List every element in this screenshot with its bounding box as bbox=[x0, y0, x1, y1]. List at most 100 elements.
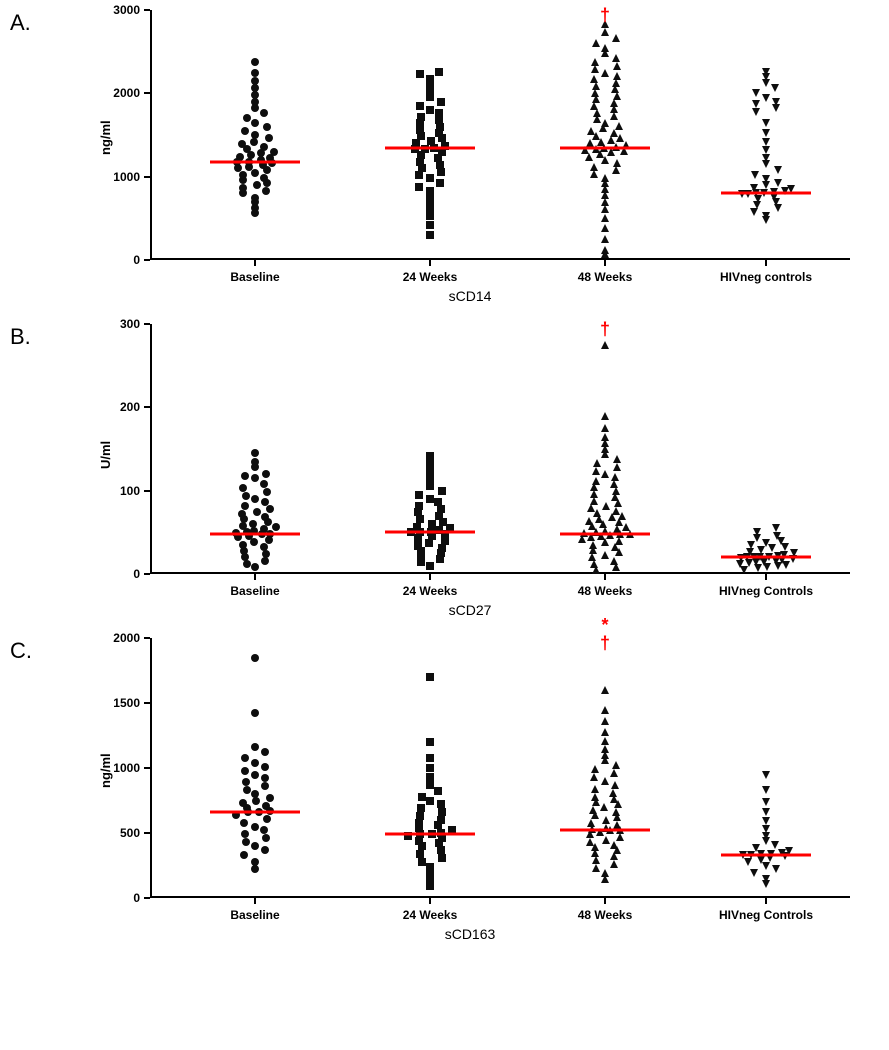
median-line bbox=[385, 147, 475, 150]
median-line bbox=[721, 556, 811, 559]
data-point bbox=[601, 745, 609, 753]
data-point bbox=[762, 798, 770, 806]
x-tick-label: HIVneg controls bbox=[720, 270, 812, 284]
data-point bbox=[610, 860, 618, 868]
y-tick-label: 0 bbox=[90, 253, 140, 267]
data-point bbox=[435, 68, 443, 76]
data-point bbox=[426, 797, 434, 805]
data-point bbox=[426, 764, 434, 772]
y-tick-label: 1500 bbox=[90, 696, 140, 710]
data-point bbox=[261, 846, 269, 854]
data-point bbox=[588, 553, 596, 561]
data-point bbox=[601, 433, 609, 441]
data-point bbox=[601, 174, 609, 182]
x-tick bbox=[254, 574, 256, 580]
data-point bbox=[590, 773, 598, 781]
data-point bbox=[762, 119, 770, 127]
data-point bbox=[426, 738, 434, 746]
data-point bbox=[260, 174, 268, 182]
data-point bbox=[260, 109, 268, 117]
data-point bbox=[587, 819, 595, 827]
x-tick-label: 24 Weeks bbox=[403, 584, 458, 598]
data-point bbox=[415, 183, 423, 191]
data-point bbox=[436, 179, 444, 187]
data-point bbox=[261, 763, 269, 771]
data-point bbox=[414, 542, 422, 550]
panel-A: A.0100020003000ng/mlBaseline24 Weeks48 W… bbox=[10, 10, 879, 304]
y-tick bbox=[144, 573, 150, 575]
panel-letter: C. bbox=[10, 638, 32, 664]
data-point bbox=[251, 449, 259, 457]
data-point bbox=[762, 154, 770, 162]
data-point bbox=[261, 498, 269, 506]
data-point bbox=[261, 748, 269, 756]
data-point bbox=[272, 523, 280, 531]
data-point bbox=[612, 54, 620, 62]
data-point bbox=[601, 737, 609, 745]
x-axis-label: sCD14 bbox=[90, 288, 850, 304]
data-point bbox=[586, 838, 594, 846]
data-point bbox=[437, 800, 445, 808]
x-tick-label: Baseline bbox=[230, 270, 279, 284]
data-point bbox=[591, 58, 599, 66]
y-tick-label: 3000 bbox=[90, 3, 140, 17]
data-point bbox=[238, 510, 246, 518]
y-tick bbox=[144, 259, 150, 261]
data-point bbox=[263, 123, 271, 131]
x-axis-label: sCD163 bbox=[90, 926, 850, 942]
y-axis bbox=[150, 638, 152, 898]
plot-wrap: 0100200300U/mlBaseline24 Weeks48 Weeks†H… bbox=[90, 324, 879, 618]
data-point bbox=[772, 524, 780, 532]
y-tick bbox=[144, 92, 150, 94]
data-point bbox=[601, 717, 609, 725]
data-point bbox=[590, 170, 598, 178]
data-point bbox=[270, 148, 278, 156]
x-tick-label: 48 Weeks bbox=[578, 270, 633, 284]
y-tick bbox=[144, 832, 150, 834]
data-point bbox=[241, 127, 249, 135]
data-point bbox=[426, 75, 434, 83]
data-point bbox=[240, 851, 248, 859]
data-point bbox=[773, 532, 781, 540]
data-point bbox=[590, 163, 598, 171]
data-point bbox=[251, 563, 259, 571]
data-point bbox=[601, 470, 609, 478]
x-tick-label: 24 Weeks bbox=[403, 908, 458, 922]
data-point bbox=[251, 709, 259, 717]
data-point bbox=[774, 166, 782, 174]
data-point bbox=[251, 790, 259, 798]
data-point bbox=[585, 517, 593, 525]
data-point bbox=[601, 69, 609, 77]
data-point bbox=[752, 100, 760, 108]
data-point bbox=[426, 882, 434, 890]
data-point bbox=[242, 778, 250, 786]
data-point bbox=[261, 774, 269, 782]
x-tick-label: HIVneg Controls bbox=[719, 584, 813, 598]
data-point bbox=[241, 830, 249, 838]
x-tick-label: Baseline bbox=[230, 584, 279, 598]
data-point bbox=[260, 143, 268, 151]
data-point bbox=[601, 246, 609, 254]
x-tick bbox=[604, 260, 606, 266]
median-line bbox=[210, 160, 300, 163]
data-point bbox=[611, 781, 619, 789]
data-point bbox=[251, 858, 259, 866]
data-point bbox=[239, 799, 247, 807]
data-point bbox=[241, 754, 249, 762]
data-point bbox=[262, 470, 270, 478]
data-point bbox=[587, 504, 595, 512]
data-point bbox=[261, 513, 269, 521]
x-tick bbox=[429, 260, 431, 266]
data-point bbox=[253, 181, 261, 189]
median-line bbox=[560, 147, 650, 150]
data-point bbox=[601, 119, 609, 127]
data-point bbox=[417, 804, 425, 812]
data-point bbox=[762, 68, 770, 76]
data-point bbox=[591, 785, 599, 793]
data-point bbox=[601, 551, 609, 559]
data-point bbox=[591, 765, 599, 773]
scatter-plot: 0500100015002000ng/mlBaseline24 Weeks48 … bbox=[90, 638, 850, 898]
data-point bbox=[438, 854, 446, 862]
data-point bbox=[592, 856, 600, 864]
median-line bbox=[721, 192, 811, 195]
